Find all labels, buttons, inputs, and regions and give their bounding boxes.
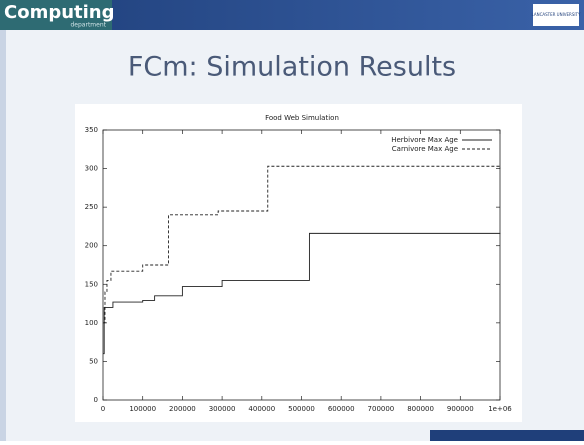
university-logo-box: [533, 4, 579, 26]
university-logo: LANCASTER UNIVERSITY: [532, 12, 581, 17]
y-tick-label: 200: [85, 242, 98, 250]
y-tick-label: 100: [85, 319, 98, 327]
y-tick-label: 150: [85, 280, 98, 288]
x-tick-label: 300000: [209, 405, 236, 413]
y-tick-label: 350: [85, 126, 98, 134]
footer-bar: [430, 430, 584, 441]
x-tick-label: 600000: [328, 405, 355, 413]
sublogo: department: [71, 22, 107, 29]
x-tick-label: 500000: [288, 405, 315, 413]
x-tick-label: 700000: [368, 405, 395, 413]
chart-image: [75, 104, 522, 422]
x-tick-label: 800000: [407, 405, 434, 413]
x-tick-label: 100000: [129, 405, 156, 413]
x-tick-label: 400000: [248, 405, 275, 413]
slide-title: FCm: Simulation Results: [128, 52, 456, 83]
x-tick-label: 900000: [447, 405, 474, 413]
series-line: [103, 232, 501, 355]
series-line: [103, 165, 501, 324]
plot: 0 50 100 150 200 250 300 350 0 100000 200000 300000…: [85, 126, 513, 413]
y-tick-label: 300: [85, 165, 98, 173]
legend-label: Carnivore Max Age: [392, 145, 458, 153]
x-tick-label: 200000: [169, 405, 196, 413]
x-tick-label: 0: [101, 405, 105, 413]
legend-label: Herbivore Max Age: [391, 136, 458, 144]
chart-title: Food Web Simulation: [265, 114, 339, 122]
y-tick-label: 0: [94, 396, 98, 404]
y-tick-label: 250: [85, 203, 98, 211]
x-tick-label: 1e+06: [488, 405, 512, 413]
y-tick-label: 50: [89, 357, 98, 365]
left-strip: [0, 30, 6, 441]
logo: Computing: [4, 2, 115, 23]
logo-box: [0, 0, 112, 30]
